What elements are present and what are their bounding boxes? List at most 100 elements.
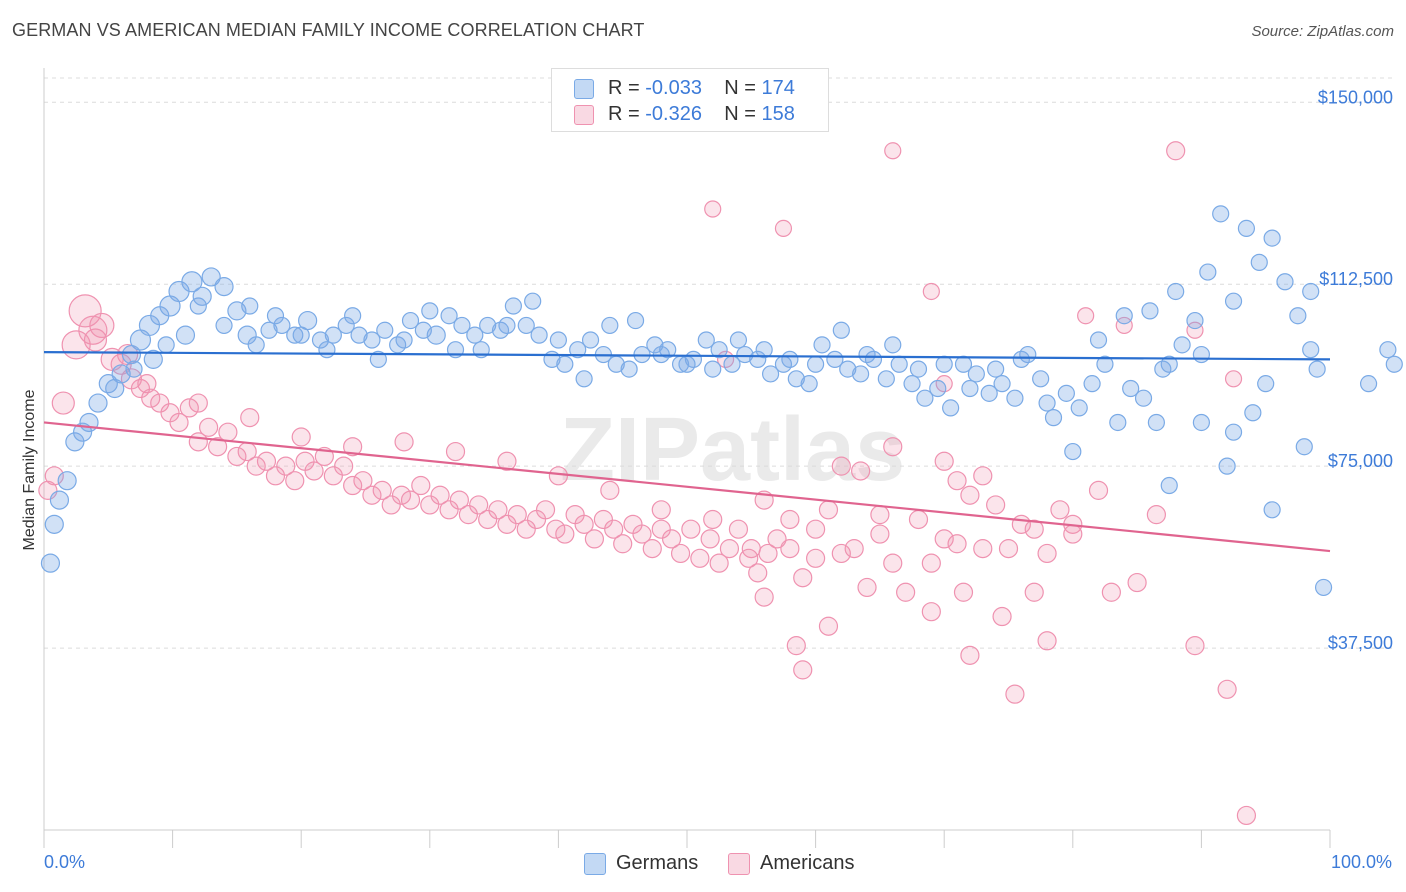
american-point xyxy=(793,568,813,588)
german-point xyxy=(1302,282,1320,301)
y-tick-labels: $150,000 $112,500 $75,000 $37,500 xyxy=(1318,87,1393,653)
german-point xyxy=(44,514,64,534)
german-point xyxy=(575,370,593,388)
american-point xyxy=(896,582,916,602)
german-point xyxy=(125,360,143,378)
german-point xyxy=(1192,413,1211,432)
german-point xyxy=(1070,399,1088,417)
american-point xyxy=(246,456,266,476)
german-point xyxy=(909,360,928,378)
legend-r-label: R = xyxy=(608,77,646,99)
german-point xyxy=(916,389,934,407)
american-point xyxy=(555,524,575,544)
german-point xyxy=(453,316,471,335)
american-point xyxy=(394,432,414,452)
american-point xyxy=(651,500,671,520)
american-point xyxy=(960,485,980,505)
german-point xyxy=(549,331,568,349)
german-point xyxy=(1186,311,1204,330)
german-point xyxy=(1160,476,1178,495)
german-point xyxy=(286,326,304,344)
german-point xyxy=(311,331,330,349)
german-point xyxy=(1096,355,1114,373)
trend-line-germans xyxy=(43,351,1331,361)
y-tick-label: $75,000 xyxy=(1328,451,1393,471)
german-point xyxy=(581,331,600,349)
american-point xyxy=(1127,572,1147,593)
american-point xyxy=(291,427,311,447)
german-point xyxy=(175,325,196,345)
legend-label-americans: Americans xyxy=(760,852,855,874)
american-point xyxy=(381,495,401,515)
american-point xyxy=(754,587,774,607)
american-point xyxy=(973,539,993,559)
german-point xyxy=(787,370,805,388)
german-point xyxy=(105,378,125,399)
american-point xyxy=(934,529,954,549)
american-point xyxy=(362,485,382,505)
american-point xyxy=(947,534,967,554)
german-point xyxy=(704,360,722,378)
american-point xyxy=(870,505,890,525)
american-point xyxy=(323,466,343,486)
german-point xyxy=(1385,355,1403,373)
american-point xyxy=(141,388,161,408)
german-point xyxy=(993,375,1011,393)
american-point xyxy=(774,219,793,237)
american-point xyxy=(68,294,102,328)
american-point xyxy=(411,475,431,496)
american-point xyxy=(497,451,517,471)
german-point xyxy=(215,316,233,335)
american-point xyxy=(883,553,903,573)
german-point xyxy=(1237,219,1256,237)
series-germans xyxy=(40,205,1403,597)
american-point xyxy=(208,437,228,457)
american-point xyxy=(600,480,620,500)
german-point xyxy=(942,399,960,417)
german-point xyxy=(1218,457,1236,475)
american-point xyxy=(831,456,851,476)
german-point xyxy=(1044,409,1063,427)
german-point xyxy=(826,350,844,368)
x-axis-max-label: 100.0% xyxy=(1330,852,1392,872)
german-point xyxy=(498,316,516,335)
american-point xyxy=(469,495,489,515)
german-point xyxy=(1295,438,1313,456)
american-point xyxy=(1050,500,1070,520)
legend-swatch-americans xyxy=(574,105,594,125)
german-point xyxy=(214,277,234,297)
legend-r-value: -0.033 xyxy=(645,77,702,99)
american-point xyxy=(921,553,941,573)
american-point xyxy=(741,539,761,559)
german-point xyxy=(967,365,985,383)
american-point xyxy=(818,616,839,636)
german-point xyxy=(697,331,715,349)
american-point xyxy=(227,446,247,467)
legend-label-germans: Germans xyxy=(616,852,699,874)
german-point xyxy=(884,336,902,354)
american-point xyxy=(1077,307,1095,325)
american-point xyxy=(1024,519,1044,539)
american-point xyxy=(884,142,902,160)
american-point xyxy=(449,490,469,510)
german-point xyxy=(710,341,728,359)
german-point xyxy=(961,379,979,398)
german-point xyxy=(1302,341,1320,359)
german-point xyxy=(1224,292,1243,310)
german-point xyxy=(1199,263,1217,281)
german-point xyxy=(1032,370,1050,388)
legend-r-value: -0.326 xyxy=(645,103,702,125)
legend-r-label: R = xyxy=(608,103,646,125)
german-point xyxy=(1244,404,1262,422)
american-point xyxy=(516,519,536,539)
chart-title: GERMAN VS AMERICAN MEDIAN FAMILY INCOME … xyxy=(12,20,645,40)
american-point xyxy=(51,391,75,415)
american-point xyxy=(953,582,974,602)
american-point xyxy=(1037,631,1057,651)
american-point xyxy=(83,328,108,352)
american-point xyxy=(851,461,871,481)
german-point xyxy=(1224,423,1243,441)
german-point xyxy=(530,326,548,344)
american-point xyxy=(700,529,720,549)
